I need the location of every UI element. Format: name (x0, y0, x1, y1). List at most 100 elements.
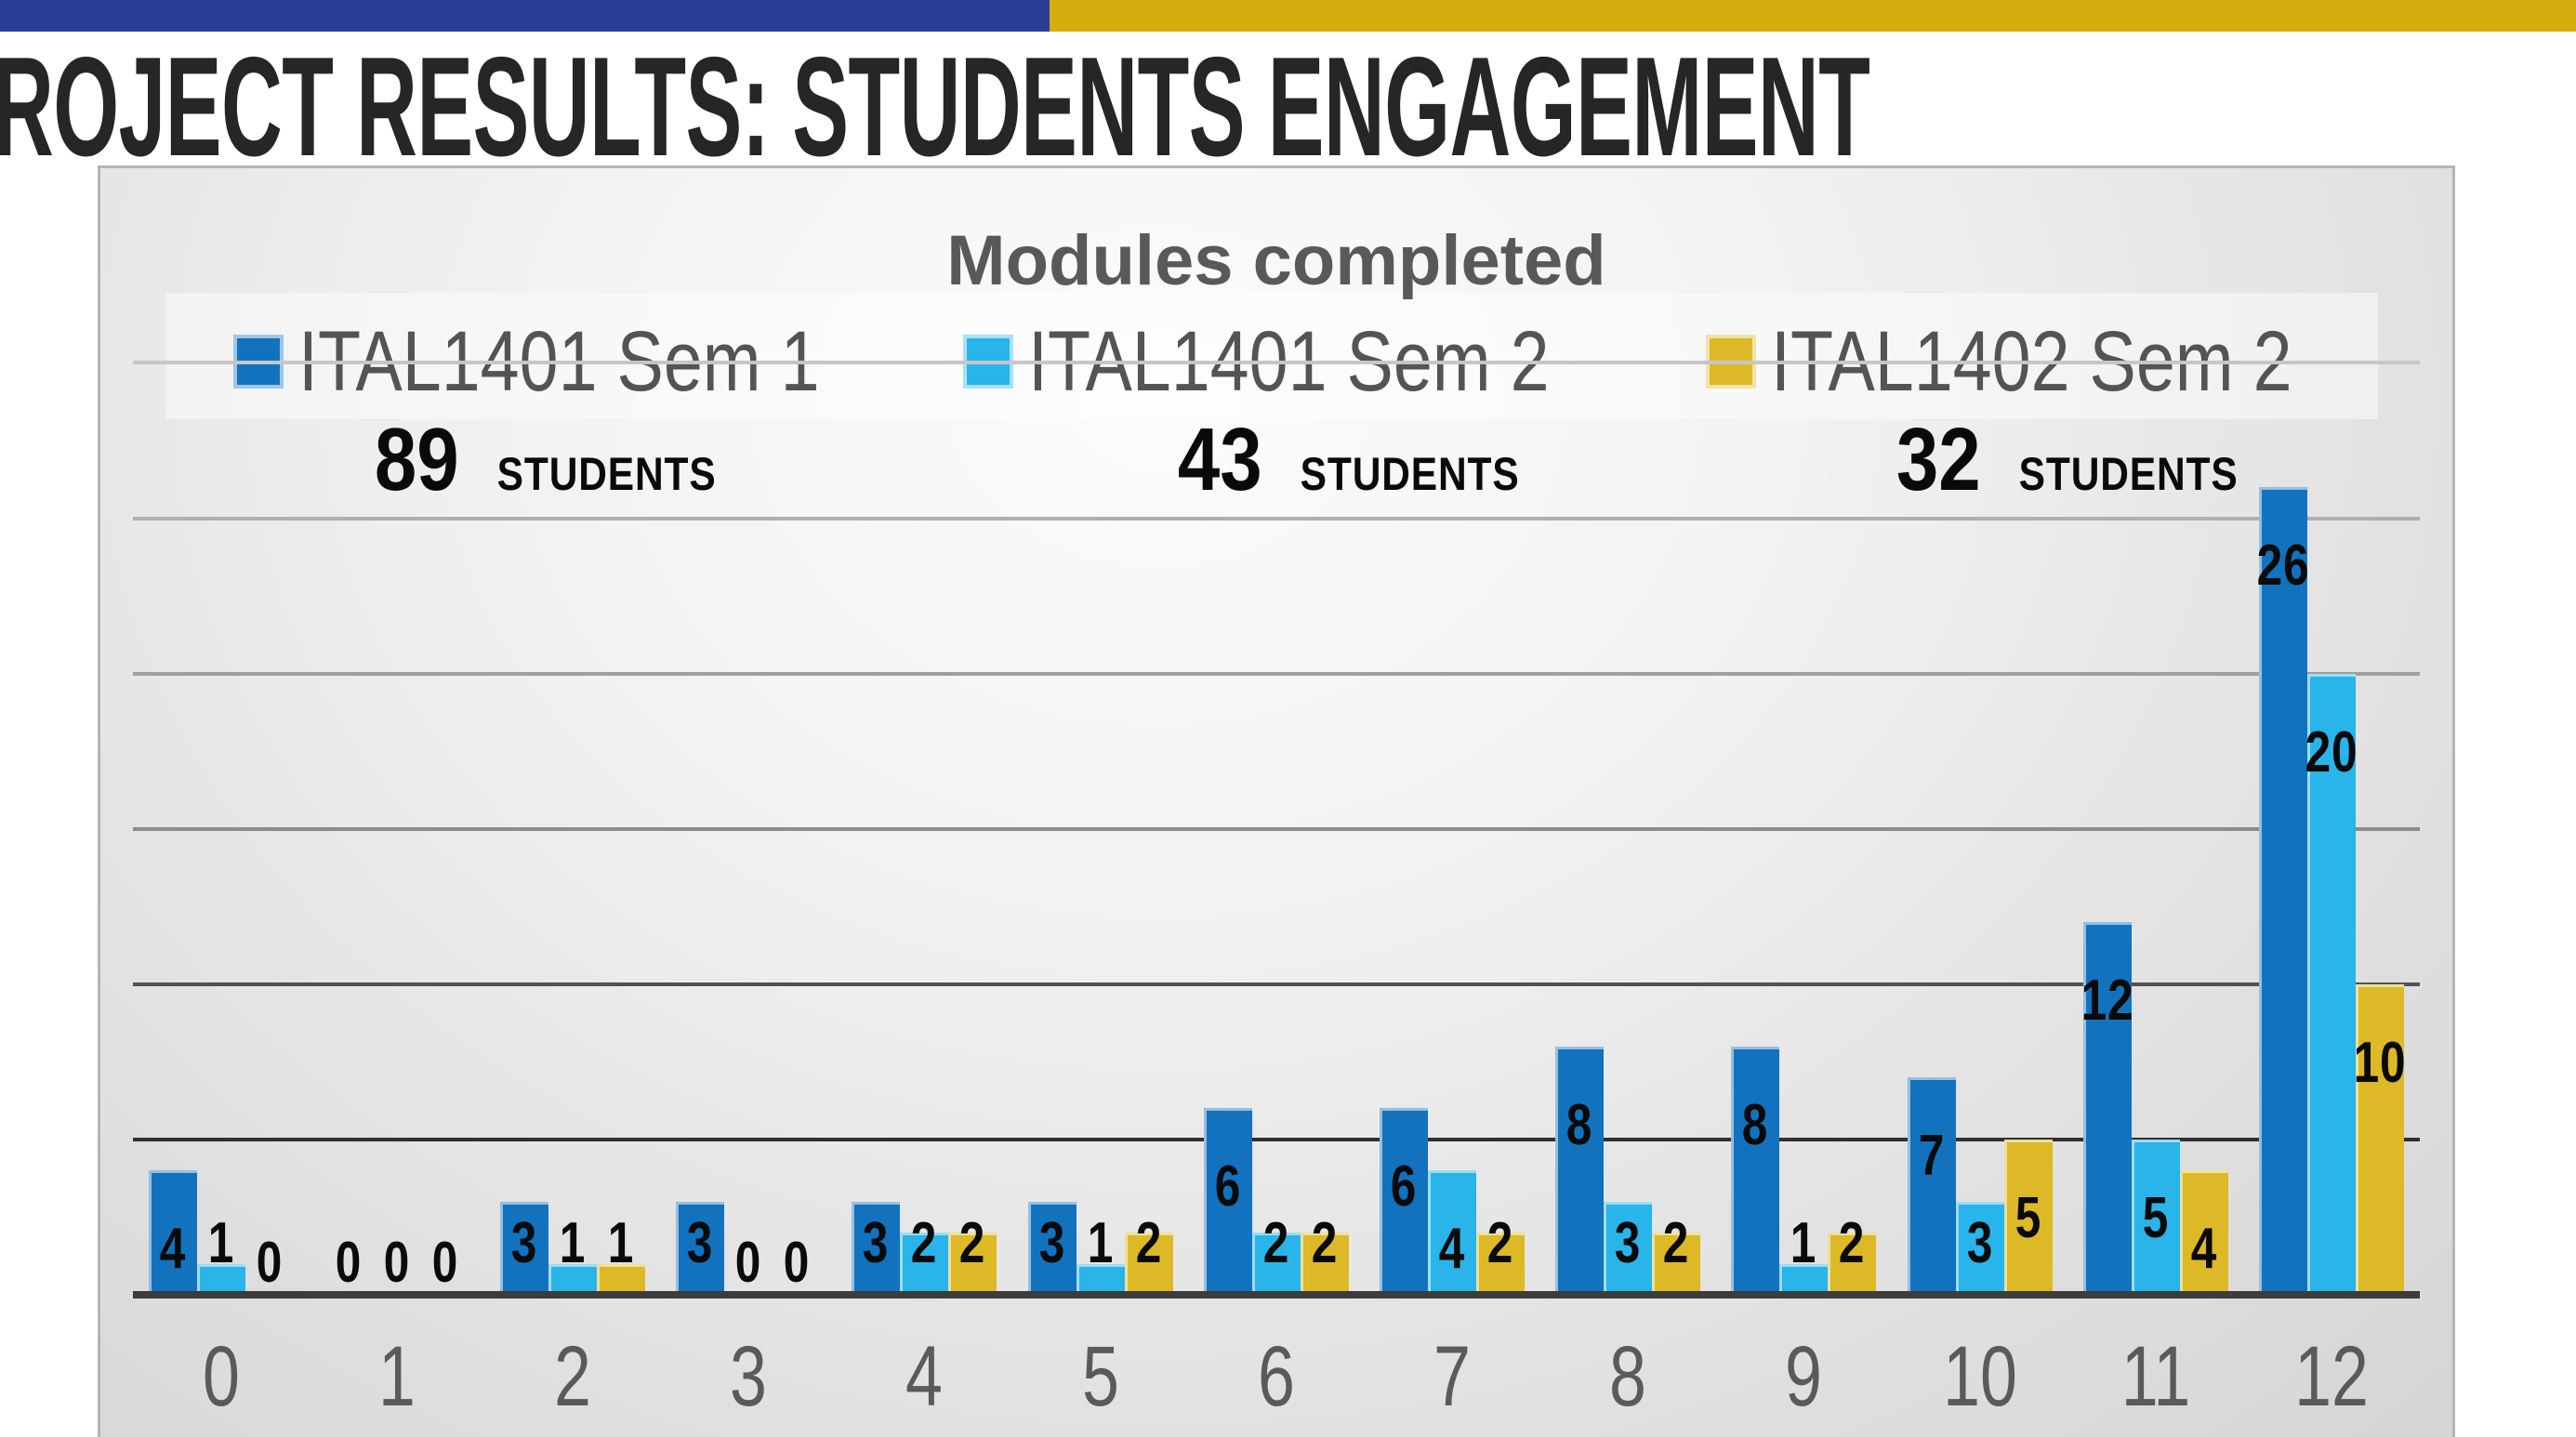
bar (1779, 1263, 1829, 1295)
bar-value-label: 4 (2190, 1217, 2217, 1282)
gridline-5 (133, 1137, 2420, 1141)
bar (1731, 1046, 1780, 1295)
student-count-word: STUDENTS (496, 448, 717, 500)
page-title: ROJECT RESULTS: STUDENTS ENGAGEMENT (0, 28, 1870, 186)
x-axis-label: 9 (1785, 1329, 1823, 1424)
bar-chart: Modules completed ITAL1401 Sem 1 ITAL140… (98, 165, 2455, 1437)
bar-value-label: 6 (1390, 1154, 1418, 1219)
student-count-1402: 32 STUDENTS (1889, 415, 2257, 505)
top-banner-gold (1050, 0, 2576, 32)
bar (1027, 1201, 1077, 1295)
bar-value-label: 12 (2081, 968, 2134, 1033)
bar (500, 1201, 548, 1295)
bar (1828, 1233, 1877, 1295)
bar-value-label: 2 (1839, 1211, 1866, 1275)
legend-band (165, 293, 2378, 419)
bar (1300, 1233, 1349, 1295)
bar-value-label: 2 (959, 1211, 986, 1275)
x-axis-label: 7 (1433, 1329, 1471, 1424)
x-axis-label: 8 (1609, 1329, 1647, 1424)
student-count-word: STUDENTS (1300, 448, 1520, 500)
bar-value-label: 26 (2256, 534, 2310, 599)
student-count-word: STUDENTS (2018, 448, 2239, 500)
bar (1124, 1233, 1173, 1295)
bar-value-label: 8 (1565, 1092, 1593, 1157)
bar (2307, 673, 2356, 1295)
bar-value-label: 2 (1486, 1211, 1514, 1275)
x-axis-label: 12 (2294, 1329, 2369, 1424)
x-axis (133, 1291, 2420, 1299)
student-count-sem1: 89 STUDENTS (367, 415, 735, 505)
bar (2003, 1139, 2053, 1295)
bar-value-label: 2 (911, 1211, 938, 1275)
bar-value-label: 7 (1918, 1124, 1945, 1189)
bar-value-label: 3 (863, 1211, 890, 1275)
bar-value-label: 2 (1262, 1211, 1289, 1275)
x-axis-label: 2 (554, 1329, 591, 1424)
x-axis-label: 4 (905, 1329, 944, 1424)
x-axis-label: 10 (1942, 1329, 2017, 1424)
bar-value-label: 1 (559, 1211, 587, 1275)
bar-value-label: 3 (1038, 1211, 1065, 1275)
gridline-30 (133, 361, 2420, 365)
bar (597, 1263, 645, 1295)
bar-value-label: 5 (2015, 1185, 2041, 1250)
bar (2082, 921, 2132, 1295)
bar (676, 1201, 725, 1295)
bar (1907, 1077, 1956, 1295)
bar-value-label: 8 (1742, 1092, 1769, 1157)
bar (148, 1170, 197, 1295)
student-count-sem2: 43 STUDENTS (1170, 415, 1539, 505)
bar-value-label: 0 (335, 1231, 362, 1295)
gridline-20 (133, 671, 2420, 676)
bar (852, 1201, 901, 1295)
bar (2131, 1139, 2180, 1295)
x-axis-label: 6 (1257, 1329, 1295, 1424)
bar (2356, 983, 2404, 1295)
chart-title: Modules completed (946, 221, 1606, 300)
bar-value-label: 0 (734, 1231, 762, 1295)
bar (548, 1263, 597, 1295)
bar (1604, 1201, 1653, 1295)
bar-value-label: 3 (1614, 1211, 1642, 1275)
bar (1476, 1233, 1525, 1295)
x-axis-label: 1 (377, 1329, 416, 1424)
bar (1652, 1233, 1701, 1295)
bar-value-label: 1 (207, 1211, 234, 1275)
bar (196, 1263, 245, 1295)
bar (1251, 1233, 1301, 1295)
x-axis-label: 5 (1081, 1329, 1119, 1424)
bar-value-label: 0 (383, 1231, 410, 1295)
bar-value-label: 0 (256, 1231, 283, 1295)
gridline-15 (133, 826, 2420, 831)
bar-value-label: 20 (2305, 719, 2358, 784)
student-count-number: 32 (1896, 410, 1981, 509)
gridline-10 (133, 982, 2420, 986)
x-axis-label: 3 (730, 1329, 768, 1424)
bar-value-label: 0 (783, 1231, 811, 1295)
bar-value-label: 2 (1662, 1211, 1690, 1275)
x-axis-label: 11 (2120, 1329, 2191, 1424)
bar-value-label: 3 (686, 1211, 714, 1275)
student-count-number: 43 (1177, 410, 1262, 509)
bar (2179, 1170, 2228, 1295)
bar-value-label: 1 (607, 1211, 635, 1275)
bar-value-label: 10 (2353, 1030, 2407, 1095)
bar-value-label: 4 (159, 1217, 186, 1282)
bar-value-label: 1 (1087, 1211, 1114, 1275)
bar (1955, 1201, 2004, 1295)
bar-value-label: 6 (1214, 1154, 1241, 1219)
bar-value-label: 4 (1438, 1217, 1466, 1282)
bar-value-label: 1 (1790, 1211, 1817, 1275)
bar-value-label: 0 (431, 1231, 458, 1295)
bar-value-label: 3 (1966, 1211, 1993, 1275)
gridline-25 (133, 516, 2420, 521)
bar-value-label: 3 (510, 1211, 538, 1275)
top-banner-blue (0, 0, 1050, 32)
x-axis-label: 0 (202, 1329, 240, 1424)
bar (900, 1233, 949, 1295)
student-count-number: 89 (374, 410, 459, 509)
bar (1076, 1263, 1125, 1295)
bar-value-label: 2 (1311, 1211, 1338, 1275)
bar (1555, 1046, 1605, 1295)
